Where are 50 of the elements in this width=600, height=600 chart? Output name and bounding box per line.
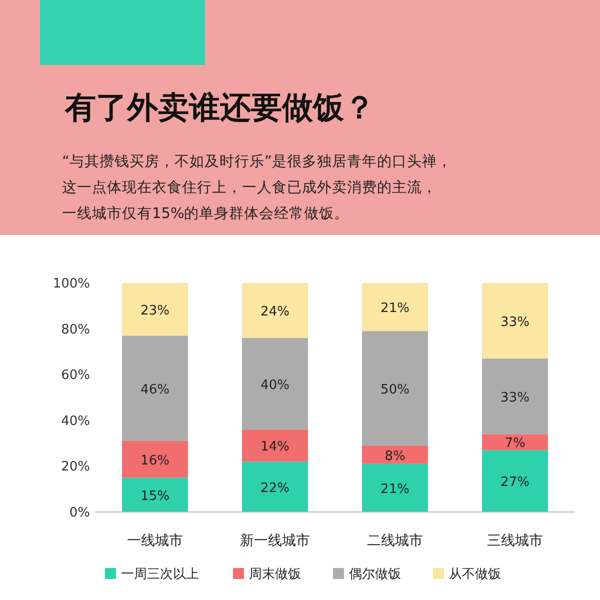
bar <box>482 450 548 512</box>
bar <box>362 446 428 464</box>
y-tick-label: 80% <box>61 322 90 338</box>
x-tick-label: 新一线城市 <box>240 533 310 549</box>
bar <box>362 464 428 512</box>
bar <box>122 441 188 478</box>
legend-label: 周末做饭 <box>249 567 301 582</box>
bar <box>122 283 188 336</box>
data-label: 22% <box>260 480 290 496</box>
bar <box>362 283 428 332</box>
y-tick-label: 100% <box>52 276 90 292</box>
x-tick-label: 二线城市 <box>367 533 423 549</box>
data-label: 7% <box>504 436 526 452</box>
data-label: 50% <box>380 382 410 398</box>
data-label: 15% <box>140 488 170 504</box>
legend-label: 一周三次以上 <box>121 567 199 582</box>
legend-label: 偶尔做饭 <box>349 567 401 582</box>
data-label: 46% <box>140 382 170 398</box>
data-label: 23% <box>140 303 170 318</box>
text: 这一点体现在衣食住行上，一人食已成外卖消费的主流， <box>62 179 437 196</box>
bar <box>242 430 308 462</box>
chart-title: 有了外卖谁还要做饭？ <box>64 90 375 126</box>
bar <box>122 478 188 512</box>
data-label: 21% <box>380 482 410 497</box>
text: “与其攒钱买房，不如及时行乐”是很多独居青年的口头禅， <box>62 153 452 170</box>
data-label: 24% <box>260 304 290 320</box>
data-label: 40% <box>260 378 290 393</box>
bar <box>242 462 308 512</box>
bar <box>482 283 548 359</box>
data-label: 8% <box>384 448 406 464</box>
bar <box>362 331 428 446</box>
y-tick-label: 20% <box>61 460 90 475</box>
data-label: 16% <box>140 453 170 468</box>
bar <box>482 434 548 450</box>
data-label: 27% <box>500 475 530 490</box>
bar <box>122 336 188 442</box>
data-label: 33% <box>500 390 530 406</box>
bar <box>482 358 548 434</box>
x-tick-label: 三线城市 <box>487 533 543 549</box>
data-label: 14% <box>260 440 290 455</box>
y-tick-label: 60% <box>61 368 90 384</box>
bar <box>242 338 308 430</box>
y-tick-label: 40% <box>61 414 90 429</box>
y-tick-label: 0% <box>69 506 90 520</box>
data-label: 21% <box>380 301 410 316</box>
x-tick-label: 一线城市 <box>127 533 183 549</box>
text: 一线城市仅有15%的单身群体会经常做饭。 <box>62 205 350 222</box>
data-label: 33% <box>500 314 530 330</box>
legend-label: 从不做饭 <box>449 567 501 582</box>
bar <box>242 283 308 338</box>
